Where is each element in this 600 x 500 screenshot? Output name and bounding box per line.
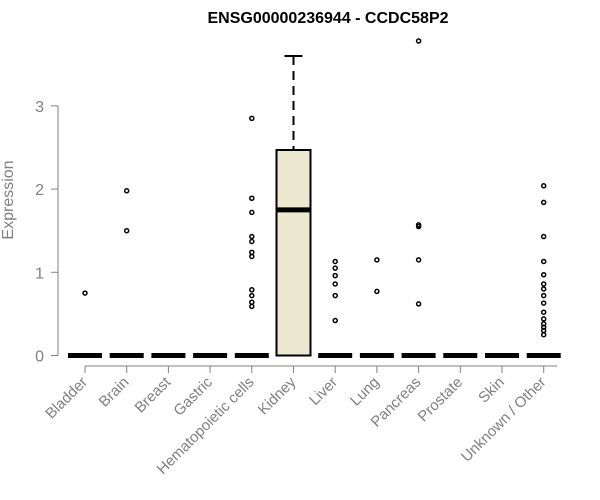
y-tick-label: 0 (35, 349, 44, 366)
y-axis-label: Expression (0, 160, 17, 239)
outlier-point (249, 233, 255, 240)
outlier-point (540, 286, 547, 292)
outlier-point (540, 292, 547, 299)
outlier-point (249, 299, 255, 306)
x-tick-label: Brain (96, 374, 133, 411)
outlier-point (415, 38, 422, 44)
outlier-point (540, 233, 547, 240)
outlier-point (540, 199, 547, 206)
outlier-point (249, 249, 255, 256)
outlier-point (540, 258, 547, 265)
outlier-point (540, 281, 547, 287)
x-tick-label: Skin (475, 374, 508, 407)
outlier-point (249, 287, 255, 293)
outlier-point (249, 303, 255, 310)
boxes-layer (68, 54, 561, 358)
x-tick-label: Lung (347, 374, 383, 410)
outlier-point (249, 253, 255, 260)
y-tick-label: 2 (35, 182, 44, 199)
outlier-point (249, 195, 255, 202)
outlier-point (415, 257, 422, 263)
outlier-point (415, 222, 422, 228)
outlier-point (332, 272, 338, 279)
outlier-point (540, 309, 547, 315)
outlier-point (332, 281, 338, 287)
outlier-point (249, 238, 255, 245)
outlier-point (332, 258, 338, 265)
outlier-point (249, 292, 255, 299)
x-tick-label: Breast (132, 373, 175, 416)
outlier-point (332, 292, 338, 299)
outlier-point (540, 272, 547, 278)
outlier-point (415, 301, 422, 307)
outlier-point (540, 321, 547, 327)
outlier-point (374, 288, 380, 295)
x-tick-label: Bladder (42, 374, 91, 423)
x-tick-label: Kidney (255, 373, 300, 418)
outlier-point (540, 183, 547, 189)
chart-title: ENSG00000236944 - CCDC58P2 (207, 10, 448, 27)
outliers-layer (82, 38, 547, 338)
outlier-point (123, 227, 130, 234)
x-tick-label: Prostate (415, 374, 467, 426)
outlier-point (332, 317, 338, 324)
x-tick-label: Liver (306, 374, 341, 409)
y-tick-label: 1 (35, 265, 44, 282)
outlier-point (82, 290, 88, 296)
outlier-point (123, 188, 130, 194)
box-kidney (275, 54, 312, 357)
outlier-point (332, 265, 338, 271)
outlier-point (540, 300, 547, 306)
outlier-point (540, 316, 547, 322)
box-body (275, 148, 312, 357)
outlier-point (249, 115, 255, 122)
y-axis: 0 1 2 3 (35, 99, 59, 366)
outlier-point (374, 257, 380, 263)
outlier-point (249, 209, 255, 216)
y-tick-label: 3 (35, 99, 44, 116)
outlier-point (540, 331, 547, 338)
